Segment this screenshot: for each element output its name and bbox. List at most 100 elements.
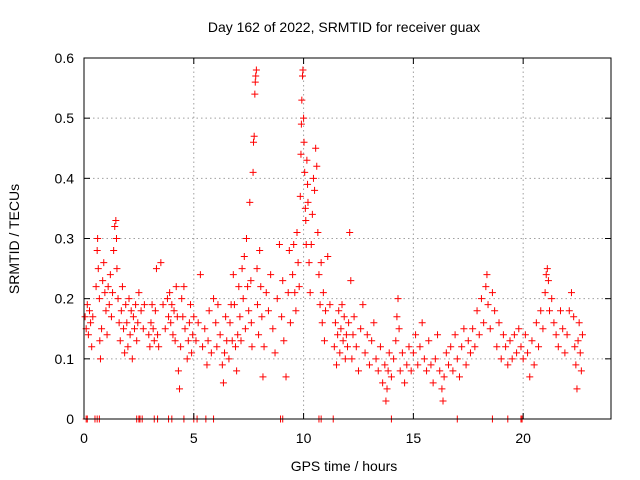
data-point bbox=[93, 247, 101, 255]
data-point bbox=[365, 361, 373, 369]
data-point bbox=[131, 325, 139, 333]
data-point bbox=[338, 301, 346, 309]
data-point bbox=[225, 355, 233, 363]
data-point bbox=[102, 307, 110, 315]
data-point bbox=[226, 319, 234, 327]
data-point bbox=[294, 259, 302, 267]
data-point bbox=[493, 343, 501, 351]
data-point bbox=[218, 361, 226, 369]
data-point bbox=[330, 343, 338, 351]
data-point bbox=[125, 295, 133, 303]
data-point bbox=[121, 349, 129, 357]
data-point bbox=[278, 313, 286, 321]
data-point bbox=[347, 277, 355, 285]
data-point bbox=[314, 228, 322, 236]
y-axis-label: SRMTID / TECUs bbox=[6, 184, 22, 294]
data-point bbox=[392, 337, 400, 345]
data-point bbox=[395, 325, 403, 333]
data-point bbox=[251, 90, 259, 98]
data-point bbox=[171, 337, 179, 345]
data-point bbox=[275, 241, 283, 249]
data-point bbox=[306, 289, 314, 297]
data-point bbox=[464, 337, 472, 345]
data-point bbox=[176, 385, 184, 393]
data-point bbox=[439, 397, 447, 405]
data-point bbox=[170, 307, 178, 315]
data-point bbox=[134, 319, 142, 327]
data-point bbox=[212, 319, 220, 327]
data-point bbox=[359, 301, 367, 309]
data-point bbox=[521, 331, 529, 339]
data-point bbox=[221, 349, 229, 357]
data-point bbox=[526, 373, 534, 381]
data-point bbox=[307, 241, 315, 249]
data-point bbox=[311, 186, 319, 194]
data-point bbox=[376, 343, 384, 351]
data-point bbox=[292, 307, 300, 315]
data-point bbox=[282, 373, 290, 381]
data-point bbox=[573, 385, 581, 393]
data-point bbox=[530, 361, 538, 369]
data-point bbox=[466, 349, 474, 357]
x-tick-label: 5 bbox=[190, 430, 198, 446]
data-point bbox=[112, 216, 120, 224]
data-point bbox=[317, 259, 325, 267]
data-point bbox=[123, 319, 131, 327]
data-point bbox=[238, 265, 246, 273]
data-point bbox=[326, 301, 334, 309]
y-tick-label: 0.1 bbox=[55, 351, 75, 367]
data-point bbox=[368, 337, 376, 345]
data-point bbox=[453, 355, 461, 363]
data-point bbox=[237, 337, 245, 345]
data-point bbox=[320, 337, 328, 345]
data-point bbox=[482, 283, 490, 291]
data-point bbox=[172, 283, 180, 291]
data-point bbox=[203, 361, 211, 369]
data-point bbox=[290, 241, 298, 249]
data-point bbox=[94, 235, 102, 242]
data-point bbox=[235, 283, 243, 291]
data-point bbox=[106, 271, 114, 279]
data-point bbox=[300, 138, 308, 146]
data-point bbox=[513, 349, 521, 357]
data-point bbox=[163, 295, 171, 303]
data-point bbox=[117, 307, 125, 315]
data-point bbox=[301, 204, 309, 212]
data-point bbox=[575, 319, 583, 327]
data-point bbox=[387, 373, 395, 381]
data-point bbox=[258, 313, 266, 321]
data-point bbox=[244, 283, 252, 291]
data-point bbox=[341, 355, 349, 363]
data-point bbox=[313, 162, 321, 170]
data-point bbox=[155, 343, 163, 351]
data-point bbox=[113, 265, 121, 273]
data-point bbox=[455, 373, 463, 381]
data-point bbox=[414, 361, 422, 369]
data-point bbox=[552, 331, 560, 339]
data-point bbox=[81, 313, 89, 321]
data-point bbox=[236, 313, 244, 321]
data-point bbox=[546, 307, 554, 315]
data-point bbox=[128, 355, 136, 363]
data-point bbox=[354, 367, 362, 375]
data-point bbox=[127, 307, 135, 315]
data-point bbox=[401, 379, 409, 387]
data-point bbox=[216, 331, 224, 339]
data-point bbox=[297, 120, 305, 128]
data-point bbox=[442, 349, 450, 357]
data-point bbox=[256, 247, 264, 255]
data-point bbox=[186, 301, 194, 309]
data-point bbox=[440, 373, 448, 381]
data-point bbox=[319, 289, 327, 297]
data-point bbox=[92, 283, 100, 291]
data-point bbox=[196, 271, 204, 279]
data-point bbox=[483, 271, 491, 279]
data-point bbox=[394, 295, 402, 303]
data-point bbox=[83, 301, 91, 309]
data-point bbox=[301, 168, 309, 176]
data-point bbox=[135, 289, 143, 297]
data-point bbox=[324, 253, 332, 261]
data-point bbox=[434, 331, 442, 339]
data-point bbox=[382, 397, 390, 405]
data-point bbox=[293, 228, 301, 236]
